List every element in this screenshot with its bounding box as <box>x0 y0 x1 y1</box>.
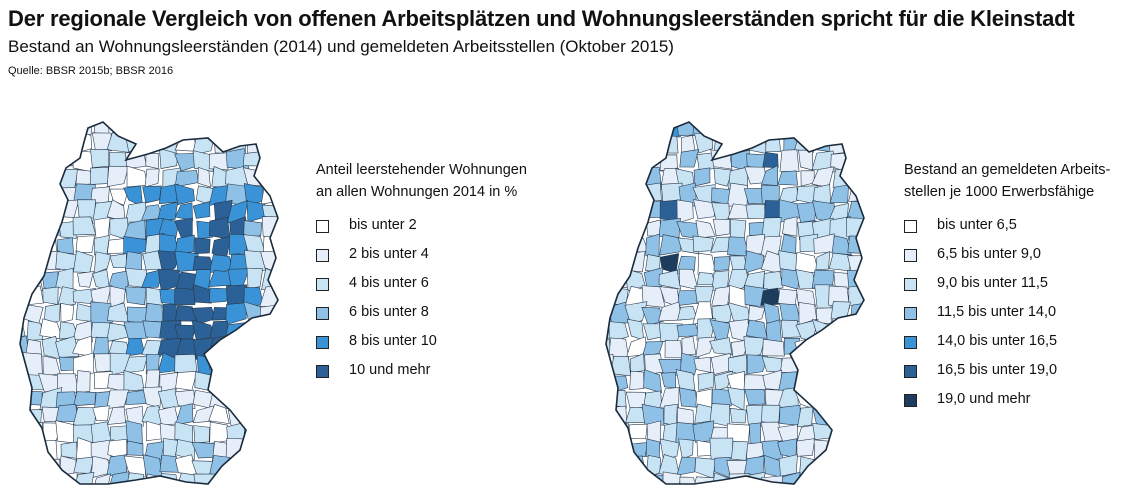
legend-item: 6,5 bis unter 9,0 <box>904 241 1110 270</box>
legend-item: 6 bis unter 8 <box>316 299 527 328</box>
vacancy-legend-title: Anteil leerstehender Wohnungen an allen … <box>316 160 527 204</box>
legend-label: 6 bis unter 8 <box>349 304 429 321</box>
legend-item: 9,0 bis unter 11,5 <box>904 270 1110 299</box>
legend-label: bis unter 2 <box>349 217 417 234</box>
legend-swatch <box>904 306 917 320</box>
jobs-legend-title-line: stellen je 1000 Erwerbsfähige <box>904 183 1095 200</box>
page-title: Der regionale Vergleich von offenen Arbe… <box>8 6 1075 31</box>
legend-swatch <box>904 364 917 378</box>
legend-swatch <box>316 248 329 262</box>
legend-swatch <box>316 277 329 291</box>
legend-swatch <box>316 335 329 349</box>
legend-item: 14,0 bis unter 16,5 <box>904 328 1110 357</box>
legend-swatch <box>316 364 329 378</box>
vacancy-legend-title-line: an allen Wohnungen 2014 in % <box>316 183 518 200</box>
jobs-legend-title: Bestand an gemeldeten Arbeits- stellen j… <box>904 160 1110 204</box>
legend-label: 19,0 und mehr <box>937 391 1031 408</box>
legend-swatch <box>904 393 917 407</box>
jobs-legend-title-line: Bestand an gemeldeten Arbeits- <box>904 162 1111 178</box>
legend-label: 9,0 bis unter 11,5 <box>937 275 1048 292</box>
jobs-legend: Bestand an gemeldeten Arbeits- stellen j… <box>904 160 1110 415</box>
legend-item: 2 bis unter 4 <box>316 241 527 270</box>
legend-item: 4 bis unter 6 <box>316 270 527 299</box>
vacancy-map-regions <box>20 122 278 484</box>
legend-swatch <box>316 219 329 233</box>
vacancy-legend-title-line: Anteil leerstehender Wohnungen <box>316 162 527 178</box>
legend-label: bis unter 6,5 <box>937 217 1017 234</box>
page-subtitle: Bestand an Wohnungsleerständen (2014) un… <box>8 37 674 56</box>
legend-item: 10 und mehr <box>316 357 527 386</box>
legend-swatch <box>904 335 917 349</box>
legend-item: bis unter 2 <box>316 212 527 241</box>
legend-swatch <box>904 277 917 291</box>
legend-item: 16,5 bis unter 19,0 <box>904 357 1110 386</box>
legend-label: 4 bis unter 6 <box>349 275 429 292</box>
vacancy-map <box>19 121 279 485</box>
legend-label: 8 bis unter 10 <box>349 333 437 350</box>
vacancy-legend: Anteil leerstehender Wohnungen an allen … <box>316 160 527 386</box>
legend-label: 6,5 bis unter 9,0 <box>937 246 1041 263</box>
legend-swatch <box>316 306 329 320</box>
legend-swatch <box>904 219 917 233</box>
legend-label: 2 bis unter 4 <box>349 246 429 263</box>
legend-item: bis unter 6,5 <box>904 212 1110 241</box>
legend-item: 19,0 und mehr <box>904 386 1110 415</box>
legend-label: 10 und mehr <box>349 362 431 379</box>
source-note: Quelle: BBSR 2015b; BBSR 2016 <box>8 65 174 77</box>
legend-label: 11,5 bis unter 14,0 <box>937 304 1057 321</box>
legend-item: 11,5 bis unter 14,0 <box>904 299 1110 328</box>
legend-swatch <box>904 248 917 262</box>
legend-item: 8 bis unter 10 <box>316 328 527 357</box>
job-vacancy-map <box>605 121 865 485</box>
legend-label: 14,0 bis unter 16,5 <box>937 333 1058 350</box>
legend-label: 16,5 bis unter 19,0 <box>937 362 1058 379</box>
